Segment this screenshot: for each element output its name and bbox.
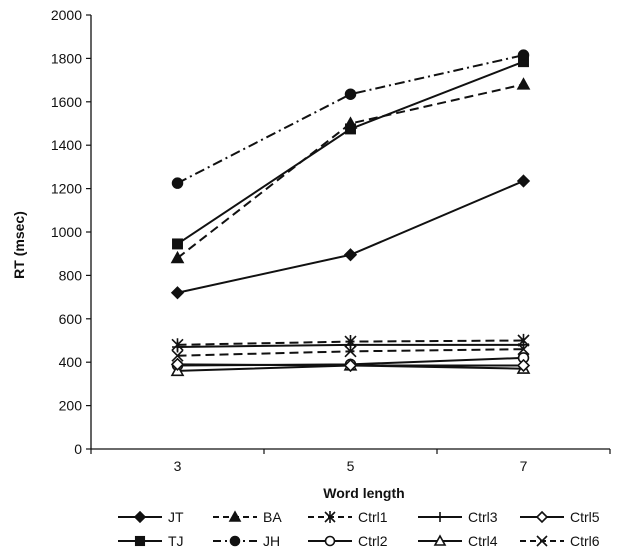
x-axis-ticks: 3 5 7 (90, 449, 611, 474)
series-jt (170, 174, 531, 300)
data-point-jh (171, 177, 184, 189)
data-point-ba (516, 77, 531, 90)
series-line-jt (177, 180, 524, 294)
series-ctrl5 (170, 357, 531, 373)
data-point-ctrl5 (343, 358, 358, 373)
data-point-tj (172, 238, 183, 250)
x-axis-title: Word length (323, 485, 404, 501)
data-point-ctrl3 (345, 339, 356, 351)
x-tick-label: 7 (520, 458, 528, 474)
legend-marker (433, 534, 447, 546)
legend-item-jh: JH (213, 533, 280, 549)
y-tick-label: 200 (59, 398, 83, 414)
series-line-ba (176, 83, 524, 259)
data-point-ctrl6 (171, 349, 184, 362)
legend-item-ctrl4: Ctrl4 (418, 533, 498, 549)
legend-marker (134, 535, 146, 547)
legend-item-jt: JT (118, 509, 184, 525)
legend-marker (229, 535, 241, 547)
legend-marker (324, 535, 336, 547)
data-point-ctrl6 (517, 343, 530, 356)
legend-marker (536, 535, 548, 547)
data-point-jh (344, 88, 357, 100)
axes (90, 15, 610, 450)
y-tick-label: 0 (74, 441, 82, 457)
x-tick-label: 5 (347, 458, 355, 474)
y-tick-label: 400 (59, 354, 83, 370)
legend-marker (228, 510, 242, 522)
legend-label: Ctrl6 (570, 533, 600, 549)
y-tick-label: 1800 (51, 50, 82, 66)
legend-item-ctrl6: Ctrl6 (520, 533, 600, 549)
y-tick-label: 2000 (51, 7, 82, 23)
legend-label: Ctrl5 (570, 509, 600, 525)
data-point-ctrl5 (516, 358, 531, 373)
legend-item-ctrl2: Ctrl2 (308, 533, 388, 549)
data-point-jt (343, 248, 358, 262)
legend-item-ctrl5: Ctrl5 (520, 509, 600, 525)
data-point-jt (516, 174, 531, 188)
y-tick-label: 600 (59, 311, 83, 327)
y-axis-ticks: 0 200 400 600 800 1000 1200 1400 1600 1800 2000 (51, 7, 91, 457)
legend-item-ba: BA (213, 509, 282, 525)
legend-label: Ctrl1 (358, 509, 388, 525)
data-point-jh (517, 49, 530, 61)
series-tj (172, 56, 529, 250)
series-layer (170, 49, 531, 377)
legend-marker (535, 510, 549, 524)
legend: JT BA Ctrl1 Ctrl3 Ctrl5 TJ JH Ctrl2 Ctrl4 Ctrl6 (118, 509, 600, 549)
legend-label: JH (263, 533, 280, 549)
legend-label: Ctrl3 (468, 509, 498, 525)
y-tick-label: 1000 (51, 224, 82, 240)
legend-marker (324, 511, 336, 523)
legend-marker (435, 512, 445, 522)
y-tick-label: 1600 (51, 94, 82, 110)
legend-item-tj: TJ (118, 533, 184, 549)
y-tick-label: 800 (59, 267, 83, 283)
legend-item-ctrl3: Ctrl3 (418, 509, 498, 525)
legend-label: BA (263, 509, 282, 525)
x-tick-label: 3 (174, 458, 182, 474)
data-point-ba (343, 116, 358, 129)
data-point-ba (170, 250, 185, 264)
y-tick-label: 1400 (51, 137, 82, 153)
legend-marker (133, 510, 147, 524)
data-point-ctrl6 (344, 345, 357, 358)
series-ba (170, 77, 531, 264)
data-point-ctrl5 (170, 357, 185, 372)
legend-label: JT (168, 509, 184, 525)
y-axis-title: RT (msec) (11, 211, 27, 279)
data-point-jt (170, 286, 185, 300)
legend-label: Ctrl2 (358, 533, 388, 549)
legend-item-ctrl1: Ctrl1 (308, 509, 388, 525)
legend-label: TJ (168, 533, 184, 549)
legend-label: Ctrl4 (468, 533, 498, 549)
y-tick-label: 1200 (51, 181, 82, 197)
data-point-ctrl3 (172, 341, 183, 353)
series-jh (171, 49, 530, 189)
series-ctrl6 (171, 343, 530, 362)
